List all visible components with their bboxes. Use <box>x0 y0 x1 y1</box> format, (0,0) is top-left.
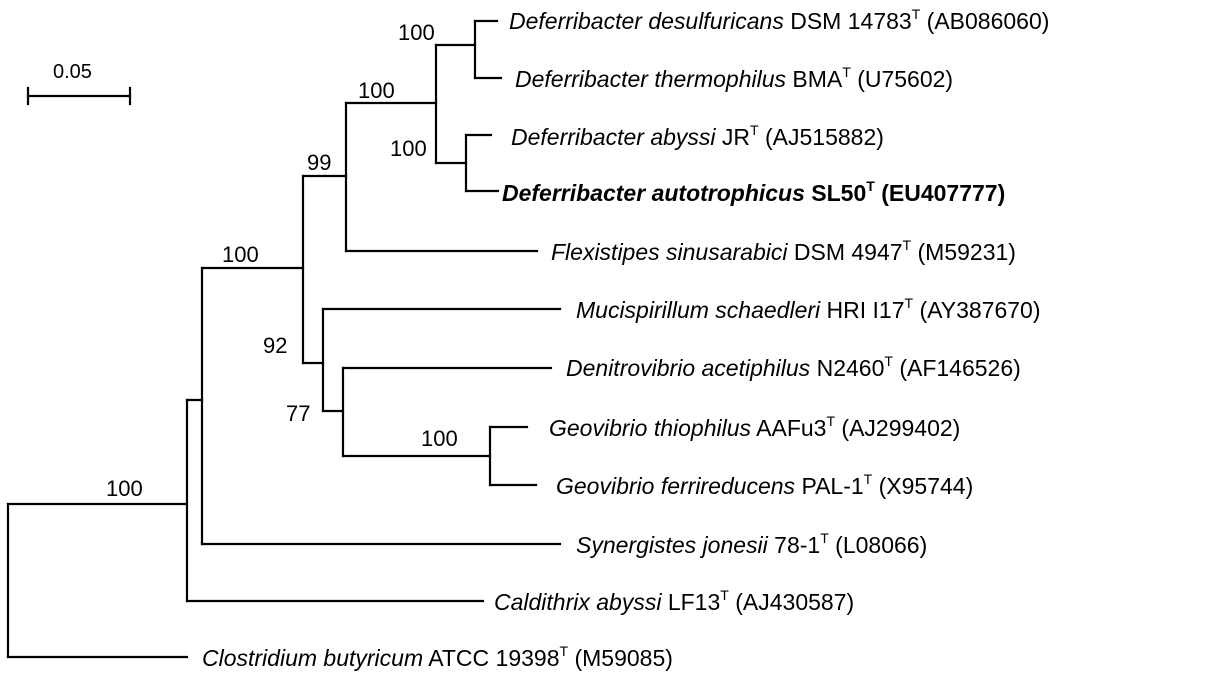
type-strain-mark: T <box>560 643 569 659</box>
type-strain-mark: T <box>720 587 729 603</box>
bootstrap-value: 100 <box>398 20 435 45</box>
taxon-name: Geovibrio ferrireducens <box>556 473 796 499</box>
taxon-strain: PAL-1 <box>801 473 863 499</box>
type-strain-mark: T <box>884 353 893 369</box>
bootstrap-value: 99 <box>307 150 331 175</box>
taxon-label-new-species: Deferribacter autotrophicus SL50T (EU407… <box>502 170 1005 206</box>
taxon-name: Deferribacter autotrophicus <box>502 180 805 206</box>
taxon-label: Geovibrio thiophilus AAFu3T (AJ299402) <box>549 405 960 441</box>
taxon-accession: (AJ430587) <box>735 589 854 615</box>
taxon-name: Deferribacter thermophilus <box>515 66 787 92</box>
taxon-strain: SL50 <box>811 180 866 206</box>
bootstrap-value: 100 <box>358 78 395 103</box>
taxon-strain: AAFu3 <box>756 415 826 441</box>
taxon-label: Synergistes jonesii 78-1T (L08066) <box>576 522 927 558</box>
taxon-label: Mucispirillum schaedleri HRI I17T (AY387… <box>576 287 1041 323</box>
taxon-strain: DSM 14783 <box>790 8 911 34</box>
taxon-accession: (U75602) <box>857 66 953 92</box>
type-strain-mark: T <box>750 122 759 138</box>
taxon-label: Deferribacter abyssi JRT (AJ515882) <box>511 114 884 150</box>
bootstrap-value: 100 <box>421 426 458 451</box>
taxon-labels: Deferribacter desulfuricans DSM 14783T (… <box>202 0 1049 671</box>
type-strain-mark: T <box>866 178 875 194</box>
taxon-accession: (EU407777) <box>881 180 1005 206</box>
taxon-name: Flexistipes sinusarabici <box>551 239 788 265</box>
taxon-name: Geovibrio thiophilus <box>549 415 752 441</box>
taxon-label: Denitrovibrio acetiphilus N2460T (AF1465… <box>566 345 1021 381</box>
taxon-accession: (AJ515882) <box>765 124 884 150</box>
taxon-strain: 78-1 <box>774 532 820 558</box>
bootstrap-value: 100 <box>106 476 143 501</box>
scale-bar: 0.05 <box>26 61 132 106</box>
type-strain-mark: T <box>903 237 912 253</box>
taxon-accession: (M59231) <box>918 239 1016 265</box>
taxon-accession: (M59085) <box>574 645 672 671</box>
type-strain-mark: T <box>905 295 914 311</box>
taxon-strain: ATCC 19398 <box>428 645 559 671</box>
taxon-accession: (AJ299402) <box>841 415 960 441</box>
taxon-strain: JR <box>722 124 750 150</box>
taxon-accession: (AY387670) <box>919 297 1040 323</box>
taxon-strain: HRI I17 <box>827 297 905 323</box>
taxon-label: Geovibrio ferrireducens PAL-1T (X95744) <box>556 463 973 499</box>
taxon-strain: LF13 <box>668 589 720 615</box>
type-strain-mark: T <box>842 64 851 80</box>
taxon-label: Deferribacter desulfuricans DSM 14783T (… <box>509 0 1049 34</box>
taxon-name: Deferribacter abyssi <box>511 124 716 150</box>
taxon-label: Deferribacter thermophilus BMAT (U75602) <box>515 56 953 92</box>
bootstrap-value: 100 <box>222 242 259 267</box>
bootstrap-value: 100 <box>390 136 427 161</box>
taxon-accession: (X95744) <box>879 473 974 499</box>
taxon-name: Clostridium butyricum <box>202 645 423 671</box>
taxon-strain: DSM 4947 <box>794 239 903 265</box>
type-strain-mark: T <box>820 530 829 546</box>
taxon-accession: (L08066) <box>835 532 927 558</box>
taxon-name: Mucispirillum schaedleri <box>576 297 821 323</box>
taxon-name: Deferribacter desulfuricans <box>509 8 784 34</box>
taxon-label: Clostridium butyricum ATCC 19398T (M5908… <box>202 635 673 671</box>
type-strain-mark: T <box>912 6 921 22</box>
taxon-label: Caldithrix abyssi LF13T (AJ430587) <box>494 579 854 615</box>
taxon-name: Synergistes jonesii <box>576 532 769 558</box>
bootstrap-labels: 100 100 100 99 100 92 77 100 100 <box>106 20 458 501</box>
bootstrap-value: 92 <box>263 333 287 358</box>
bootstrap-value: 77 <box>286 401 310 426</box>
taxon-strain: N2460 <box>817 355 885 381</box>
taxon-accession: (AB086060) <box>927 8 1050 34</box>
taxon-accession: (AF146526) <box>899 355 1020 381</box>
taxon-label: Flexistipes sinusarabici DSM 4947T (M592… <box>551 229 1016 265</box>
taxon-strain: BMA <box>792 66 843 92</box>
taxon-name: Denitrovibrio acetiphilus <box>566 355 811 381</box>
type-strain-mark: T <box>864 471 873 487</box>
scale-bar-label: 0.05 <box>53 61 92 83</box>
tree-branches <box>6 19 562 659</box>
taxon-name: Caldithrix abyssi <box>494 589 662 615</box>
type-strain-mark: T <box>826 413 835 429</box>
